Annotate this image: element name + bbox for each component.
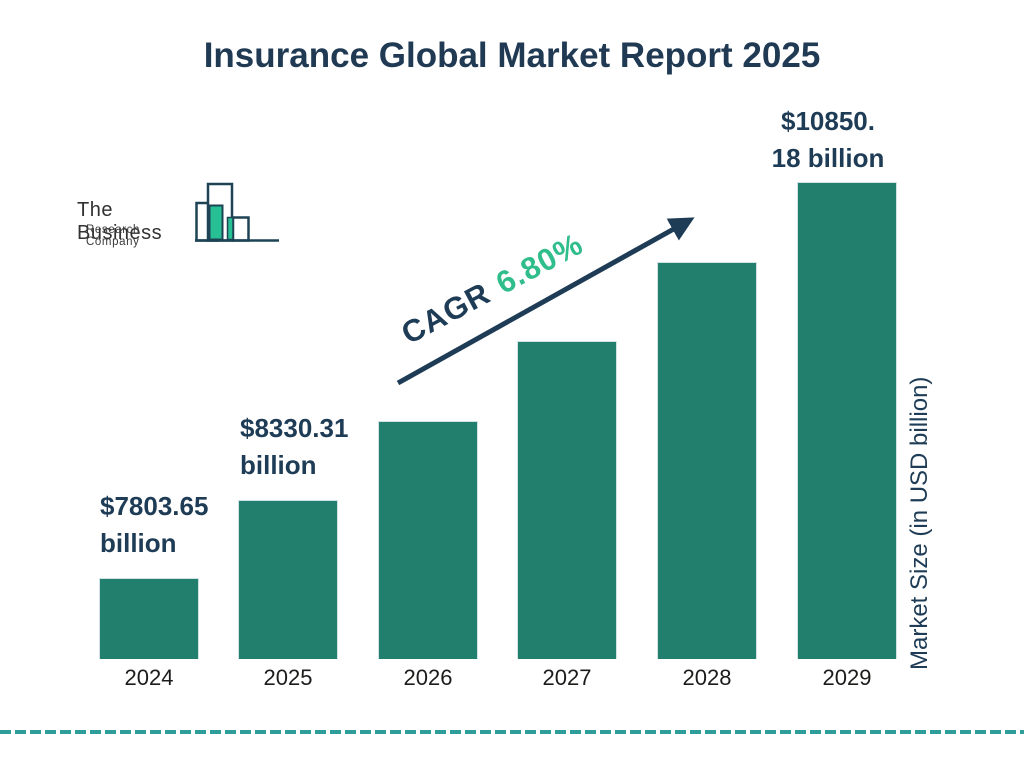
y-axis-label: Market Size (in USD billion) <box>906 376 933 670</box>
x-tick-2029: 2029 <box>822 665 872 690</box>
value-label-line: 18 billion <box>771 143 885 173</box>
x-tick-2025: 2025 <box>263 665 313 690</box>
x-tick-2027: 2027 <box>542 665 592 690</box>
bar-2025 <box>238 500 338 659</box>
x-tick-2024: 2024 <box>124 665 174 690</box>
logo-text-line2: Research Company <box>86 224 141 248</box>
value-label-line: $8330.31 <box>240 413 349 443</box>
value-label-2029: $10850. 18 billion <box>772 103 885 177</box>
logo-text-line1: The Business <box>77 199 163 244</box>
value-label-line: $7803.65 <box>100 491 209 521</box>
x-tick-2026: 2026 <box>403 665 453 690</box>
bottom-dashed-divider <box>0 730 1024 734</box>
x-tick-2028: 2028 <box>682 665 732 690</box>
bar-2026 <box>378 421 478 659</box>
value-label-line: billion <box>240 450 317 480</box>
value-label-2025: $8330.31 billion <box>240 410 348 484</box>
value-label-line: billion <box>100 528 177 558</box>
bar-2024 <box>99 578 199 659</box>
value-label-line: $10850. <box>781 106 875 136</box>
page-title: Insurance Global Market Report 2025 <box>203 36 821 75</box>
bar-2027 <box>517 341 617 659</box>
value-label-2024: $7803.65 billion <box>100 488 208 562</box>
bar-2028 <box>657 262 757 659</box>
bar-2029 <box>797 182 897 659</box>
